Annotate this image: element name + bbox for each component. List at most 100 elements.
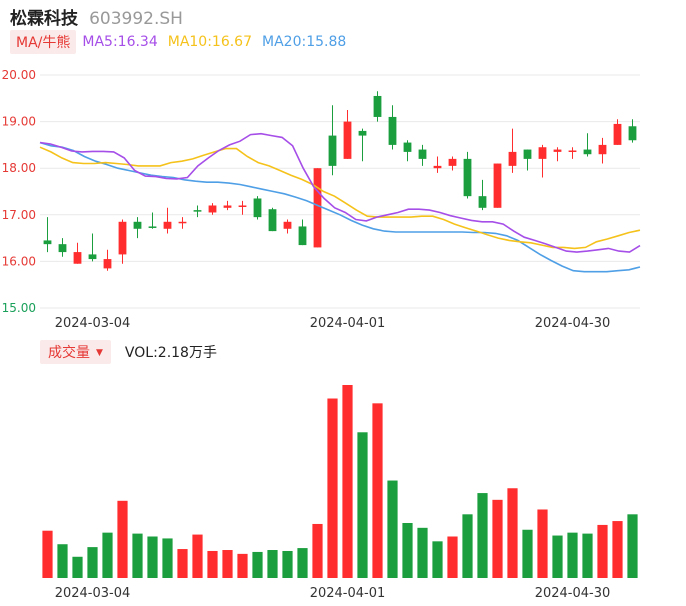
- stock-code: 603992.SH: [89, 9, 183, 29]
- candle-body: [388, 116, 397, 145]
- volume-bar: [177, 549, 188, 578]
- volume-indicator-dropdown[interactable]: 成交量 ▼: [40, 340, 111, 364]
- candle-body: [523, 149, 532, 159]
- volume-bar: [192, 534, 203, 578]
- candle-body: [88, 254, 97, 260]
- candle-body: [163, 221, 172, 229]
- x-tick-label: 2024-04-30: [535, 316, 611, 331]
- caret-down-icon: ▼: [96, 348, 103, 358]
- volume-bar: [342, 385, 353, 578]
- volume-bar: [222, 550, 233, 578]
- candle-body: [268, 209, 277, 232]
- x-tick-label: 2024-03-04: [55, 586, 131, 601]
- volume-bar: [432, 541, 443, 578]
- volume-bar: [417, 527, 428, 578]
- volume-bar: [207, 550, 218, 578]
- volume-bar: [357, 432, 368, 578]
- ma10-line: [39, 146, 641, 250]
- candle-body: [538, 147, 547, 159]
- candle-body: [463, 158, 472, 197]
- volume-bar: [147, 536, 158, 578]
- volume-bar: [72, 556, 83, 578]
- y-tick-label: 19.00: [2, 115, 36, 129]
- ma-legend: MA/牛熊 MA5:16.34 MA10:16.67 MA20:15.88: [10, 30, 356, 54]
- candle-body: [553, 149, 562, 152]
- volume-bar: [252, 551, 263, 578]
- stock-header: 松霖科技 603992.SH: [10, 4, 183, 29]
- candle-body: [358, 130, 367, 136]
- candle-body: [298, 226, 307, 246]
- candle-body: [208, 205, 217, 213]
- x-tick-label: 2024-04-01: [310, 316, 386, 331]
- volume-bar: [507, 488, 518, 578]
- candle-body: [193, 210, 202, 212]
- volume-bar: [477, 493, 488, 578]
- candle-body: [343, 121, 352, 159]
- volume-bar: [87, 547, 98, 578]
- ma20-legend: MA20:15.88: [262, 34, 347, 50]
- stock-name: 松霖科技: [10, 9, 78, 29]
- candle-body: [118, 221, 127, 255]
- candle-body: [598, 144, 607, 155]
- ma-toggle-button[interactable]: MA/牛熊: [10, 30, 77, 54]
- candle-body: [568, 150, 577, 152]
- candle-body: [223, 205, 232, 208]
- candle-body: [133, 221, 142, 229]
- ma20-line: [39, 141, 641, 273]
- volume-bar: [237, 553, 248, 578]
- price-x-axis: 2024-03-04 2024-04-01 2024-04-30: [55, 316, 611, 331]
- volume-bar: [447, 536, 458, 578]
- candle-body: [283, 221, 292, 229]
- candle-body: [418, 149, 427, 159]
- candlestick-series: [43, 91, 637, 271]
- volume-bar: [42, 530, 53, 578]
- volume-bar: [522, 529, 533, 578]
- volume-value: VOL:2.18万手: [124, 345, 217, 361]
- volume-bar: [312, 523, 323, 578]
- volume-bars: [42, 385, 638, 578]
- candle-body: [403, 142, 412, 152]
- ma-lines: [39, 132, 641, 273]
- volume-bar: [162, 538, 173, 578]
- ma10-legend: MA10:16.67: [167, 34, 253, 50]
- volume-bar: [612, 521, 623, 578]
- candle-body: [43, 240, 52, 245]
- y-tick-label: 17.00: [2, 208, 36, 222]
- candle-body: [373, 95, 382, 117]
- volume-bar: [537, 509, 548, 578]
- volume-bar: [597, 524, 608, 578]
- candle-body: [583, 149, 592, 155]
- candle-body: [238, 205, 247, 207]
- y-tick-label: 18.00: [2, 161, 36, 175]
- volume-bar: [267, 550, 278, 578]
- candle-body: [58, 244, 67, 253]
- candle-body: [73, 252, 82, 264]
- candle-body: [103, 259, 112, 269]
- volume-indicator-label: 成交量: [48, 345, 90, 361]
- price-y-axis: 20.00 19.00 18.00 17.00 16.00 15.00: [2, 68, 36, 315]
- volume-legend: 成交量 ▼ VOL:2.18万手: [40, 340, 217, 364]
- candle-body: [148, 226, 157, 228]
- y-tick-label: 15.00: [2, 301, 36, 315]
- candle-body: [328, 135, 337, 166]
- candle-body: [493, 163, 502, 208]
- volume-bar: [132, 533, 143, 578]
- volume-bar: [567, 532, 578, 578]
- volume-bar: [387, 480, 398, 578]
- volume-bar: [552, 535, 563, 578]
- candle-body: [478, 196, 487, 208]
- volume-bar: [492, 499, 503, 578]
- volume-bar: [117, 500, 128, 578]
- volume-bar: [627, 514, 638, 578]
- y-tick-label: 16.00: [2, 254, 36, 268]
- y-tick-label: 20.00: [2, 68, 36, 82]
- candle-body: [448, 158, 457, 166]
- volume-bar: [282, 550, 293, 578]
- candle-body: [178, 221, 187, 224]
- price-grid: [40, 74, 640, 309]
- candle-body: [508, 151, 517, 166]
- x-tick-label: 2024-03-04: [55, 316, 131, 331]
- x-tick-label: 2024-04-01: [310, 586, 386, 601]
- candle-body: [253, 198, 262, 218]
